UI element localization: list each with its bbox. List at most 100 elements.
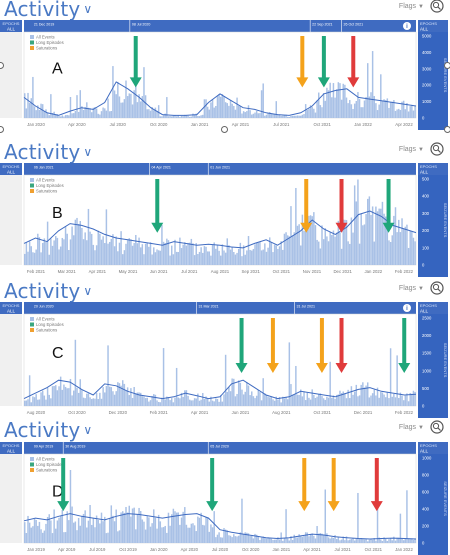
event-bar bbox=[388, 240, 390, 265]
event-bar bbox=[367, 541, 369, 543]
arrow-head bbox=[151, 222, 164, 233]
event-bar bbox=[115, 236, 117, 265]
event-bar bbox=[368, 196, 371, 265]
event-bar bbox=[149, 526, 152, 543]
event-bar bbox=[411, 538, 413, 543]
magnifier-icon[interactable] bbox=[430, 0, 444, 13]
flags-dropdown[interactable]: Flags ▼ bbox=[398, 285, 424, 292]
x-tick-label: Dec 2020 bbox=[109, 410, 128, 415]
event-bar bbox=[270, 538, 273, 543]
event-bar bbox=[43, 395, 46, 406]
event-bar bbox=[156, 528, 158, 543]
event-bar bbox=[48, 394, 50, 406]
event-bar bbox=[304, 532, 307, 543]
event-bar bbox=[117, 531, 119, 543]
chevron-down-icon[interactable]: ∨ bbox=[83, 284, 93, 298]
event-bar bbox=[79, 221, 82, 265]
selection-handle[interactable] bbox=[444, 126, 450, 133]
event-bar bbox=[30, 246, 33, 265]
selection-handle[interactable] bbox=[0, 62, 4, 69]
event-bar bbox=[231, 378, 233, 406]
trend-line bbox=[23, 81, 417, 116]
event-bar bbox=[43, 530, 46, 543]
event-bar bbox=[300, 115, 302, 118]
x-tick-label: Apr 2020 bbox=[181, 547, 199, 552]
event-bar bbox=[335, 539, 338, 543]
event-bar bbox=[228, 105, 230, 118]
event-bar bbox=[363, 100, 366, 118]
event-bar bbox=[264, 115, 266, 118]
event-bar bbox=[182, 396, 184, 406]
event-bar bbox=[362, 225, 364, 265]
orange-arrow bbox=[300, 179, 313, 233]
event-bar bbox=[141, 96, 144, 118]
chevron-down-icon[interactable]: ∨ bbox=[83, 423, 93, 437]
event-bar bbox=[370, 92, 372, 118]
event-bar bbox=[97, 399, 99, 406]
magnifier-icon[interactable] bbox=[430, 142, 444, 156]
event-bar bbox=[262, 536, 264, 543]
event-bar bbox=[144, 398, 147, 406]
event-bar bbox=[190, 116, 193, 118]
event-bar bbox=[384, 216, 387, 265]
activity-title[interactable]: Activity ∨ bbox=[4, 140, 93, 164]
event-bar bbox=[337, 394, 340, 406]
epoch-date-label: 06 Jan 2021 bbox=[34, 166, 54, 170]
event-bar bbox=[402, 540, 405, 543]
event-bar bbox=[355, 384, 358, 406]
event-bar bbox=[373, 96, 376, 118]
activity-title[interactable]: Activity ∨ bbox=[4, 279, 93, 303]
event-bar bbox=[50, 238, 52, 265]
flags-dropdown[interactable]: Flags ▼ bbox=[398, 3, 424, 10]
event-bar bbox=[265, 394, 268, 406]
activity-title[interactable]: Activity ∨ bbox=[4, 418, 93, 442]
event-bar bbox=[115, 94, 117, 118]
flags-dropdown[interactable]: Flags ▼ bbox=[398, 146, 424, 153]
magnifier-icon[interactable] bbox=[430, 420, 444, 434]
event-bar bbox=[298, 115, 300, 118]
event-bar bbox=[41, 242, 44, 265]
left-gutter bbox=[0, 454, 22, 543]
epochs-right-button bbox=[418, 302, 448, 314]
selection-handle[interactable] bbox=[221, 126, 228, 133]
selection-handle[interactable] bbox=[444, 62, 450, 69]
event-bar bbox=[244, 112, 246, 118]
x-tick-label: Apr 2022 bbox=[395, 122, 413, 127]
epoch-date-label: 09 Apr 2019 bbox=[34, 445, 53, 449]
event-bar bbox=[340, 539, 343, 543]
x-tick-label: May 2021 bbox=[119, 269, 138, 274]
event-bar bbox=[259, 113, 261, 118]
activity-title[interactable]: Activity ∨ bbox=[4, 0, 93, 21]
chevron-down-icon[interactable]: ∨ bbox=[83, 145, 93, 159]
event-bar bbox=[159, 116, 162, 118]
event-bar bbox=[143, 67, 145, 118]
epochs-right-button bbox=[418, 163, 448, 175]
event-bar bbox=[180, 517, 183, 543]
event-bar bbox=[409, 230, 411, 265]
legend-swatch bbox=[30, 322, 34, 327]
event-bar bbox=[177, 252, 180, 265]
event-bar bbox=[187, 527, 189, 543]
selection-handle[interactable] bbox=[0, 126, 4, 133]
event-bar bbox=[144, 529, 147, 543]
event-bar bbox=[198, 517, 201, 543]
event-bar bbox=[48, 514, 50, 543]
event-bar bbox=[241, 498, 243, 543]
event-bar bbox=[267, 396, 269, 406]
event-bar bbox=[414, 105, 416, 118]
event-bar bbox=[389, 101, 392, 118]
y-axis-label: SEIZURE EVENTS bbox=[443, 58, 448, 93]
chevron-down-icon[interactable]: ∨ bbox=[83, 2, 93, 16]
epoch-date-label: 20 Jun 2020 bbox=[34, 305, 54, 309]
event-bar bbox=[115, 391, 117, 406]
event-bar bbox=[55, 385, 57, 406]
event-bar bbox=[223, 394, 225, 406]
event-bar bbox=[164, 113, 166, 118]
legend-swatch bbox=[30, 468, 34, 472]
epochs-all-label: ALL bbox=[7, 170, 16, 175]
flags-dropdown[interactable]: Flags ▼ bbox=[398, 424, 424, 431]
magnifier-icon[interactable] bbox=[430, 281, 444, 295]
epochs-label: EPOCHS bbox=[3, 164, 20, 169]
event-bar bbox=[82, 397, 85, 406]
event-bar bbox=[394, 397, 397, 406]
